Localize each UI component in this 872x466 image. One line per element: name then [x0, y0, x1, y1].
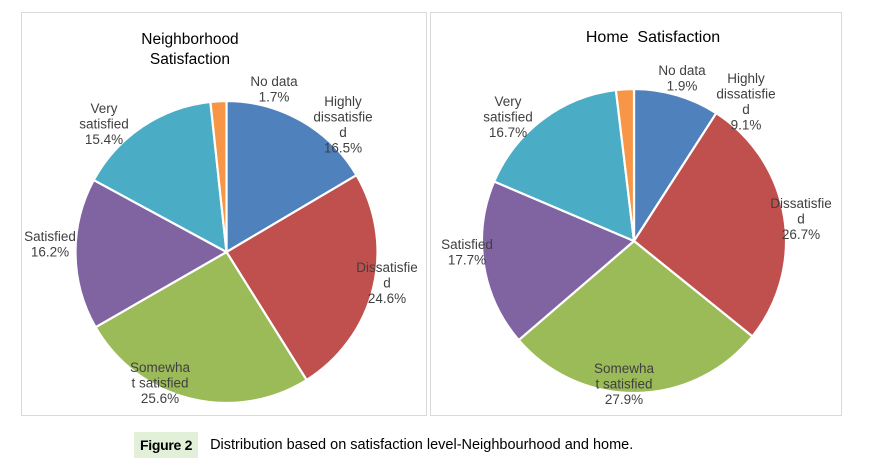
- pie-slice-highly-dissatisfied: [225, 99, 358, 254]
- pie-slice-no-data: [614, 87, 636, 243]
- chart-title: Home Satisfaction: [586, 29, 720, 46]
- pie-slice-very-satisfied: [92, 100, 228, 254]
- pie-slice-dissatisfied: [225, 174, 379, 382]
- data-label-satisfied: Satisfied 16.2%: [24, 229, 76, 260]
- pie-slice-very-satisfied: [493, 88, 636, 243]
- pie-slice-somewhat-satisfied: [517, 239, 754, 395]
- data-label-somewhat-satisfied: Somewha t satisfied 27.9%: [594, 361, 655, 407]
- data-label-no-data: No data 1.7%: [250, 74, 298, 105]
- data-label-dissatisfied: Dissatisfie d 24.6%: [356, 260, 418, 306]
- data-label-very-satisfied: Very satisfied 16.7%: [483, 94, 533, 140]
- data-label-very-satisfied: Very satisfied 15.4%: [79, 101, 129, 147]
- pie-charts: Highly dissatisfie d 16.5% Dissatisfie d 24.6%…: [24, 29, 832, 407]
- pie-slice-satisfied: [74, 178, 228, 329]
- pie-slice-highly-dissatisfied: [632, 87, 718, 243]
- pie-slice-somewhat-satisfied: [94, 250, 308, 405]
- pie-slice-no-data: [209, 99, 228, 254]
- figure-number-badge: Figure 2: [134, 432, 199, 458]
- data-label-highly-dissatisfied: Highly dissatisfie d 16.5%: [313, 94, 372, 156]
- neighborhood-pie-chart: Highly dissatisfie d 16.5% Dissatisfie d 24.6%…: [24, 31, 418, 406]
- data-label-satisfied: Satisfied 17.7%: [441, 237, 493, 268]
- chart-title: Neighborhood Satisfaction: [141, 31, 238, 68]
- home-pie-chart: Highly dissatisfie d 9.1% Dissatisfie d 26.7% S…: [441, 29, 832, 407]
- figure-caption: Figure 2 Distribution based on satisfact…: [134, 432, 633, 458]
- data-label-dissatisfied: Dissatisfie d 26.7%: [770, 196, 832, 242]
- data-label-highly-dissatisfied: Highly dissatisfie d 9.1%: [716, 71, 775, 133]
- pie-slice-dissatisfied: [632, 112, 788, 338]
- pie-slice-satisfied: [480, 180, 636, 342]
- data-label-no-data: No data 1.9%: [658, 63, 706, 94]
- data-label-somewhat-satisfied: Somewha t satisfied 25.6%: [130, 360, 191, 406]
- figure-caption-text: Distribution based on satisfaction level…: [210, 437, 634, 453]
